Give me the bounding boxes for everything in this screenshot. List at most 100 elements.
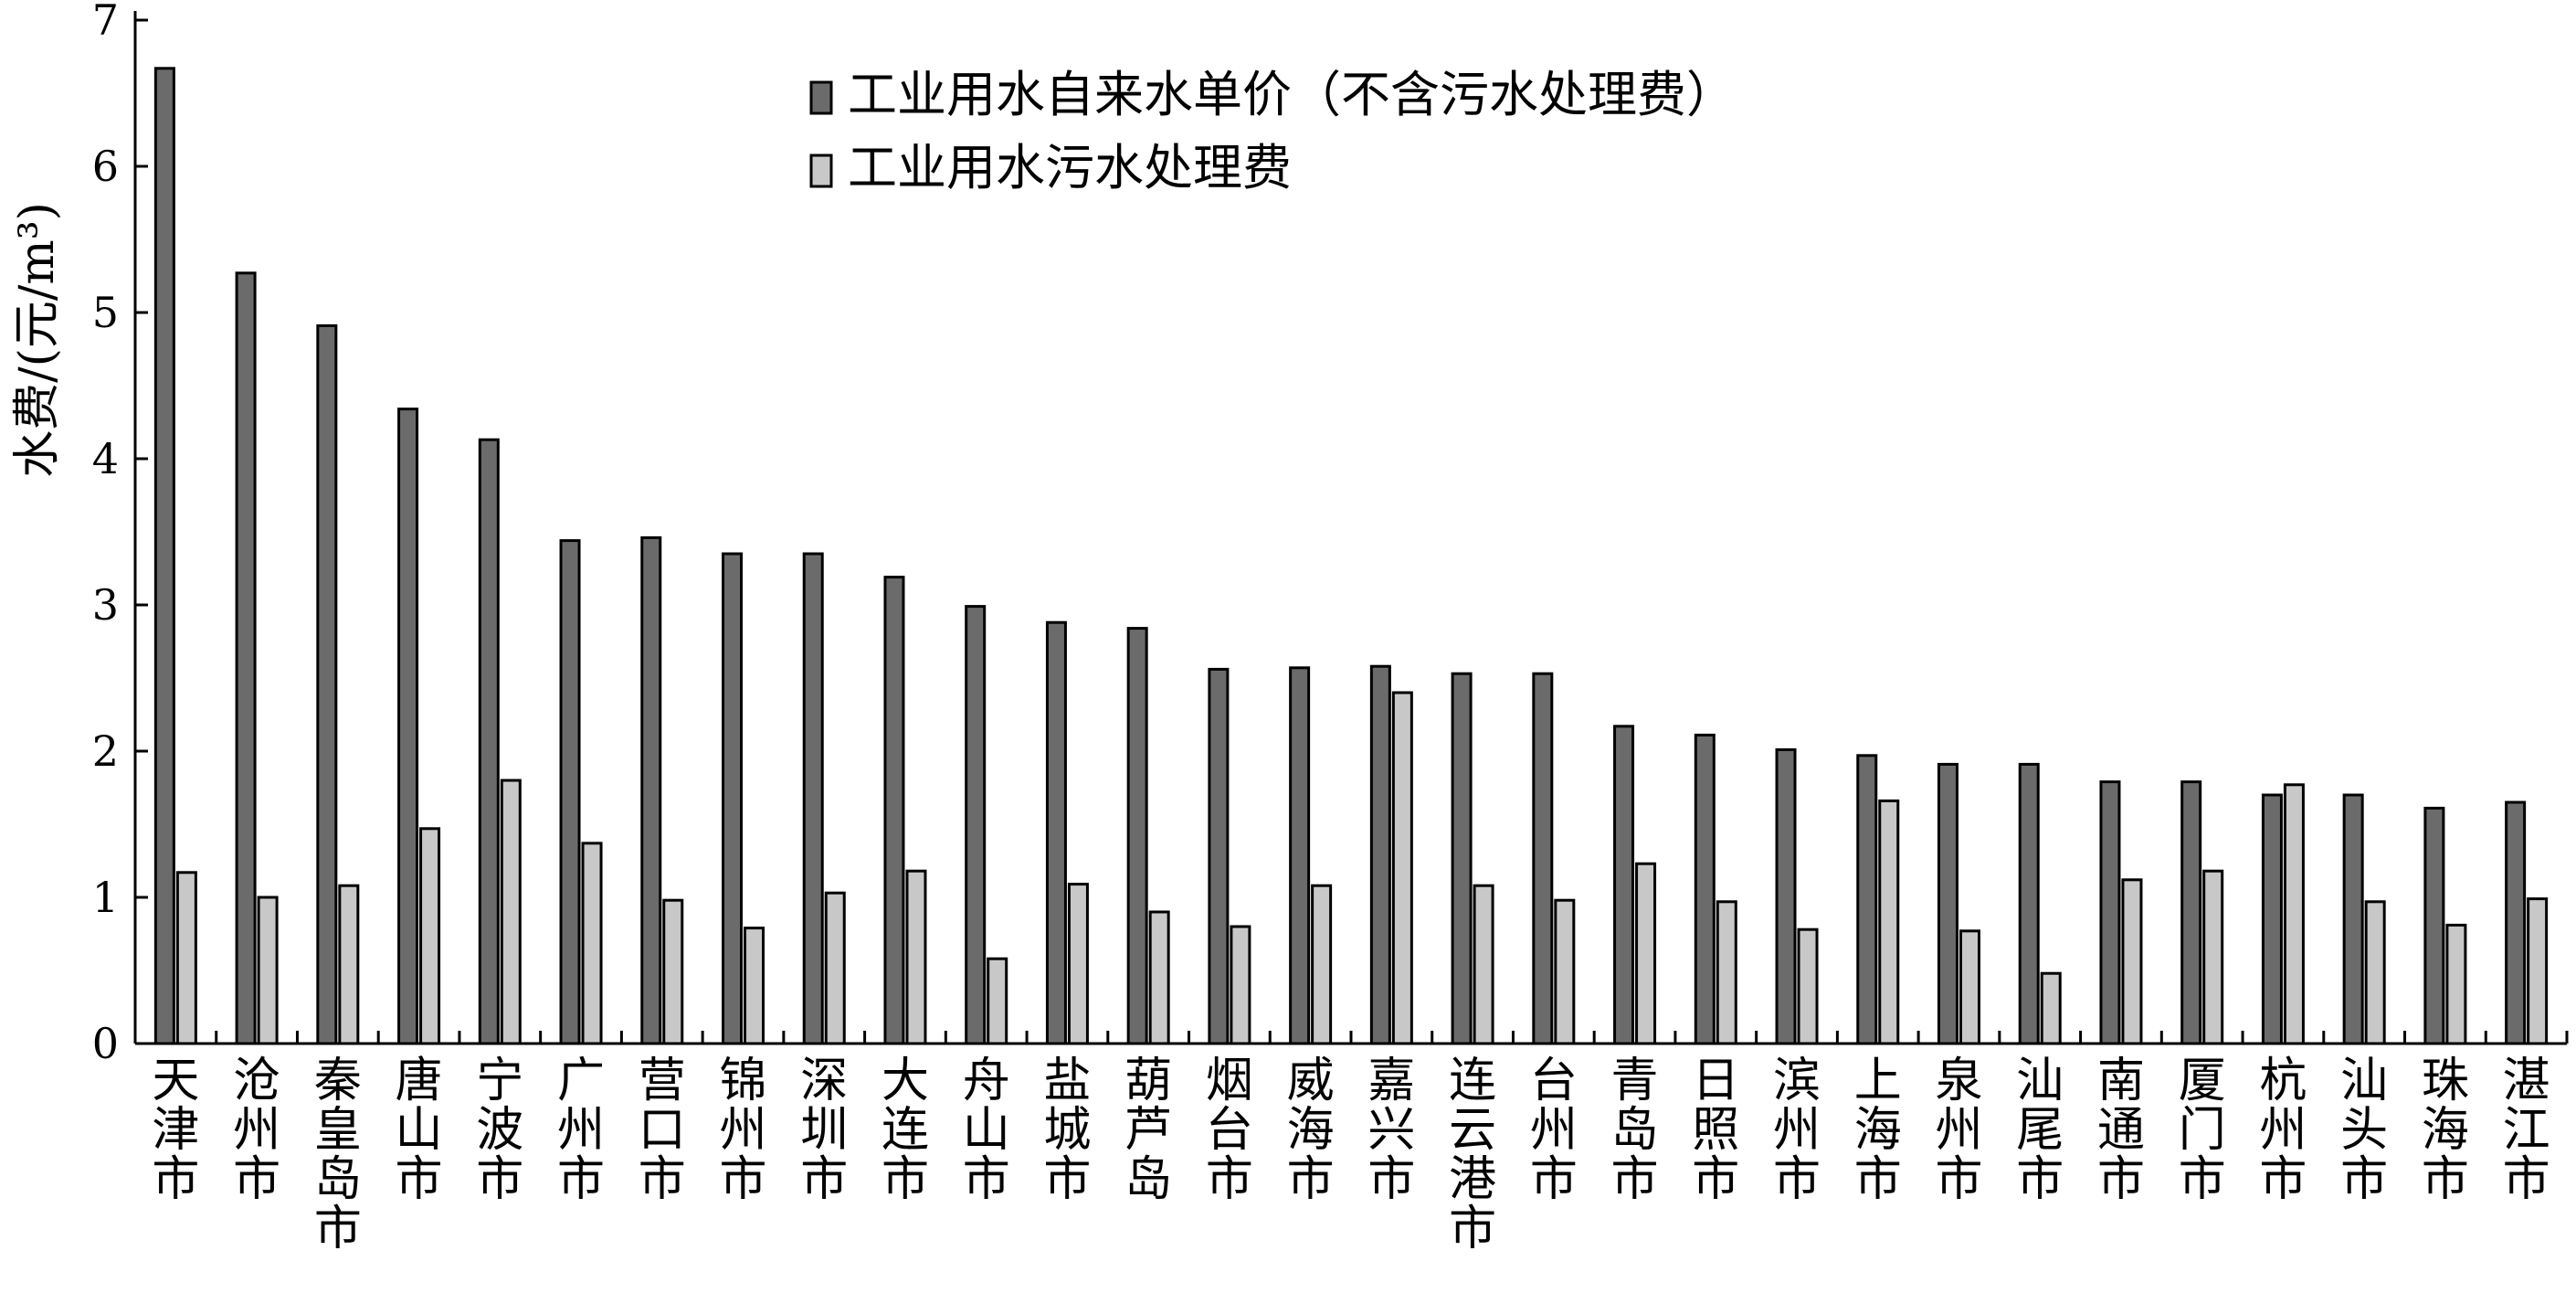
category-labels: 天津市沧州市秦皇岛市唐山市宁波市广州市营口市锦州市深圳市大连市舟山市盐城市葫芦岛… — [152, 1054, 2550, 1256]
category-label: 深圳市 — [800, 1054, 848, 1207]
category-label: 天津市 — [152, 1054, 199, 1207]
bar-sewage-fee — [1554, 898, 1576, 1045]
y-tick-label: 0 — [92, 1019, 119, 1068]
bar-sewage-fee — [175, 871, 197, 1045]
category-label: 营口市 — [639, 1054, 686, 1207]
bar-tap-water-price — [2261, 793, 2283, 1045]
category-label: 南通市 — [2097, 1054, 2145, 1207]
category-label: 葫芦岛 — [1124, 1054, 1172, 1207]
bar-sewage-fee — [1067, 883, 1089, 1045]
bar-tap-water-price — [1289, 666, 1311, 1045]
y-tick-label: 3 — [92, 580, 119, 630]
bar-tap-water-price — [1775, 747, 1797, 1045]
bar-sewage-fee — [1230, 925, 1251, 1045]
bar-tap-water-price — [1937, 762, 1958, 1045]
bar-tap-water-price — [316, 323, 338, 1045]
bar-tap-water-price — [397, 408, 419, 1045]
bar-sewage-fee — [1959, 929, 1980, 1045]
bar-sewage-fee — [2283, 783, 2305, 1045]
category-label: 舟山市 — [963, 1054, 1010, 1207]
y-tick-label: 7 — [92, 0, 119, 45]
bar-tap-water-price — [1045, 620, 1067, 1045]
bar-tap-water-price — [1126, 627, 1148, 1045]
bar-sewage-fee — [1797, 927, 1819, 1045]
bar-sewage-fee — [1311, 884, 1333, 1045]
bar-sewage-fee — [987, 957, 1008, 1045]
bar-tap-water-price — [1613, 725, 1635, 1045]
category-label: 锦州市 — [719, 1054, 766, 1207]
bar-tap-water-price — [559, 539, 581, 1045]
y-tick-label: 5 — [92, 288, 119, 337]
legend: 工业用水自来水单价（不含污水处理费） 工业用水污水处理费 — [809, 66, 1736, 196]
bar-tap-water-price — [1856, 754, 1878, 1045]
category-label: 宁波市 — [476, 1054, 523, 1207]
bar-tap-water-price — [2505, 800, 2527, 1045]
legend-label-tap-water: 工业用水自来水单价（不含污水处理费） — [848, 66, 1736, 123]
bar-sewage-fee — [2364, 900, 2386, 1045]
y-tick-label: 6 — [92, 142, 119, 191]
category-label: 广州市 — [557, 1054, 605, 1207]
y-tick-label: 4 — [92, 434, 119, 483]
y-tick-label: 1 — [92, 873, 119, 922]
bar-sewage-fee — [1473, 884, 1494, 1045]
bar-tap-water-price — [722, 552, 743, 1045]
bar-tap-water-price — [2423, 806, 2445, 1045]
bar-sewage-fee — [2527, 897, 2549, 1045]
bar-tap-water-price — [802, 552, 824, 1045]
bar-sewage-fee — [500, 779, 522, 1045]
category-label: 汕头市 — [2340, 1054, 2388, 1207]
category-label: 杭州市 — [2259, 1054, 2307, 1207]
category-label: 泉州市 — [1935, 1054, 1982, 1207]
bar-sewage-fee — [824, 891, 846, 1045]
bar-sewage-fee — [338, 884, 360, 1045]
category-label: 珠海市 — [2422, 1054, 2469, 1207]
bar-sewage-fee — [1635, 862, 1657, 1045]
category-label: 日照市 — [1692, 1054, 1739, 1207]
category-label: 唐山市 — [396, 1054, 443, 1207]
bar-tap-water-price — [2180, 780, 2202, 1045]
category-label: 威海市 — [1287, 1054, 1335, 1207]
bar-tap-water-price — [1369, 664, 1391, 1045]
x-axis — [135, 1031, 2569, 1045]
bar-sewage-fee — [1878, 799, 1900, 1045]
bar-tap-water-price — [1532, 672, 1554, 1045]
bar-sewage-fee — [581, 842, 603, 1045]
category-label: 台州市 — [1530, 1054, 1578, 1207]
bar-sewage-fee — [257, 896, 279, 1045]
bar-tap-water-price — [1208, 667, 1230, 1045]
bar-tap-water-price — [2018, 762, 2040, 1045]
y-axis: 0 1 2 3 4 5 6 7 — [92, 0, 148, 1068]
bar-tap-water-price — [2099, 780, 2121, 1045]
bar-tap-water-price — [478, 438, 500, 1045]
category-label: 青岛市 — [1611, 1054, 1659, 1207]
category-label: 厦门市 — [2179, 1054, 2226, 1207]
legend-swatch-tap-water — [809, 80, 833, 115]
bar-tap-water-price — [965, 605, 987, 1045]
y-tick-label: 2 — [92, 726, 119, 776]
bar-sewage-fee — [2445, 923, 2467, 1045]
category-label: 滨州市 — [1773, 1054, 1821, 1207]
category-label: 湛江市 — [2503, 1054, 2550, 1207]
bar-sewage-fee — [2202, 869, 2224, 1045]
bar-tap-water-price — [640, 535, 662, 1045]
bar-sewage-fee — [419, 827, 441, 1045]
bar-sewage-fee — [1391, 691, 1413, 1045]
bar-sewage-fee — [2040, 971, 2062, 1045]
y-axis-label: 水费/(元/m³) — [10, 202, 65, 478]
category-label: 秦皇岛市 — [314, 1054, 362, 1256]
bar-sewage-fee — [2121, 878, 2143, 1045]
legend-swatch-sewage — [809, 154, 833, 188]
bar-tap-water-price — [153, 67, 175, 1045]
bar-sewage-fee — [744, 927, 765, 1045]
bar-tap-water-price — [235, 271, 257, 1045]
category-label: 连云港市 — [1449, 1054, 1496, 1256]
bar-tap-water-price — [883, 576, 905, 1045]
legend-label-sewage: 工业用水污水处理费 — [848, 139, 1292, 196]
bars — [153, 67, 2549, 1045]
category-label: 上海市 — [1854, 1054, 1902, 1207]
bar-tap-water-price — [1694, 733, 1716, 1045]
category-label: 大连市 — [882, 1054, 929, 1207]
category-label: 烟台市 — [1206, 1054, 1253, 1207]
category-label: 沧州市 — [233, 1054, 280, 1207]
